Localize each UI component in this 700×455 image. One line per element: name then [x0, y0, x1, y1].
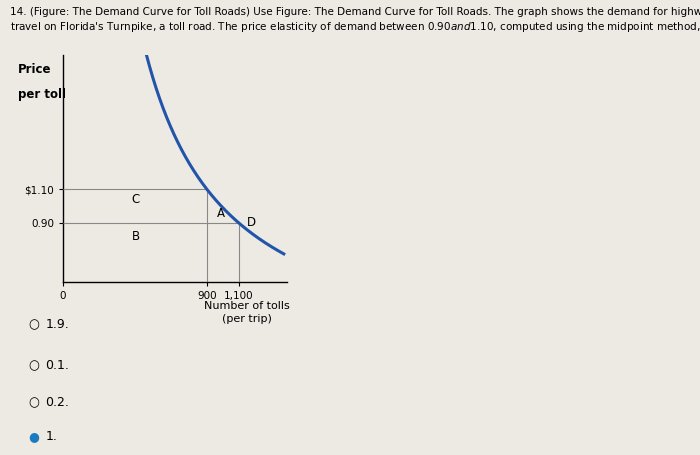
Text: per toll: per toll [18, 88, 66, 101]
Text: ○: ○ [28, 318, 39, 332]
Text: C: C [132, 193, 140, 206]
Text: travel on Florida's Turnpike, a toll road. The price elasticity of demand betwee: travel on Florida's Turnpike, a toll roa… [10, 20, 700, 35]
Text: ○: ○ [28, 359, 39, 373]
Text: (per trip): (per trip) [222, 314, 272, 324]
Text: Number of tolls: Number of tolls [204, 301, 290, 311]
Text: 0.1.: 0.1. [46, 359, 69, 373]
Text: 1.: 1. [46, 430, 57, 443]
Text: 14. (Figure: The Demand Curve for Toll Roads) Use Figure: The Demand Curve for T: 14. (Figure: The Demand Curve for Toll R… [10, 7, 700, 17]
Text: 1.9.: 1.9. [46, 318, 69, 332]
Text: D: D [247, 217, 256, 229]
Text: Price: Price [18, 63, 52, 76]
Text: ●: ● [28, 430, 39, 443]
Text: B: B [132, 230, 140, 243]
Text: A: A [216, 207, 225, 220]
Text: ○: ○ [28, 396, 39, 409]
Text: 0.2.: 0.2. [46, 396, 69, 409]
